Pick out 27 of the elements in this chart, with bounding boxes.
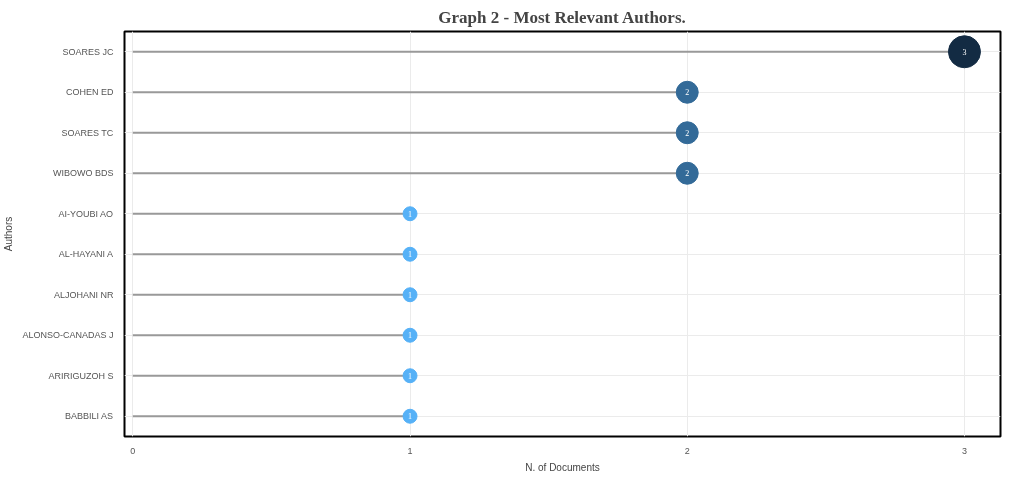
y-tick-label: BABBILI AS	[64, 411, 114, 422]
data-label: 2	[685, 128, 690, 138]
data-label: 3	[962, 47, 967, 57]
y-tick-label: ALONSO-CANADAS J	[22, 330, 114, 341]
data-label: 1	[408, 209, 413, 219]
data-label: 1	[408, 371, 413, 381]
chart-title: Graph 2 - Most Relevant Authors.	[438, 7, 686, 27]
data-label: 1	[408, 290, 413, 300]
x-tick-label: 3	[961, 445, 967, 456]
data-label: 1	[408, 331, 413, 341]
y-tick-label: COHEN ED	[66, 87, 114, 98]
y-tick-label: ALJOHANI NR	[53, 289, 114, 300]
y-tick-label: AI-YOUBI AO	[58, 208, 113, 219]
x-axis-title: N. of Documents	[525, 461, 600, 473]
y-tick-label: SOARES TC	[61, 127, 114, 138]
y-axis-title: Authors	[3, 216, 15, 252]
x-tick-label: 2	[684, 445, 690, 456]
y-tick-label: ARIRIGUZOH S	[48, 370, 114, 381]
y-tick-label: SOARES JC	[62, 46, 114, 57]
x-tick-label: 1	[407, 445, 413, 456]
data-label: 2	[685, 169, 690, 179]
x-tick-label: 0	[130, 445, 136, 456]
data-label: 2	[685, 88, 690, 98]
data-label: 1	[408, 412, 413, 422]
data-label: 1	[408, 250, 413, 260]
y-tick-label: WIBOWO BDS	[53, 168, 114, 179]
y-tick-label: AL-HAYANI A	[58, 249, 114, 260]
